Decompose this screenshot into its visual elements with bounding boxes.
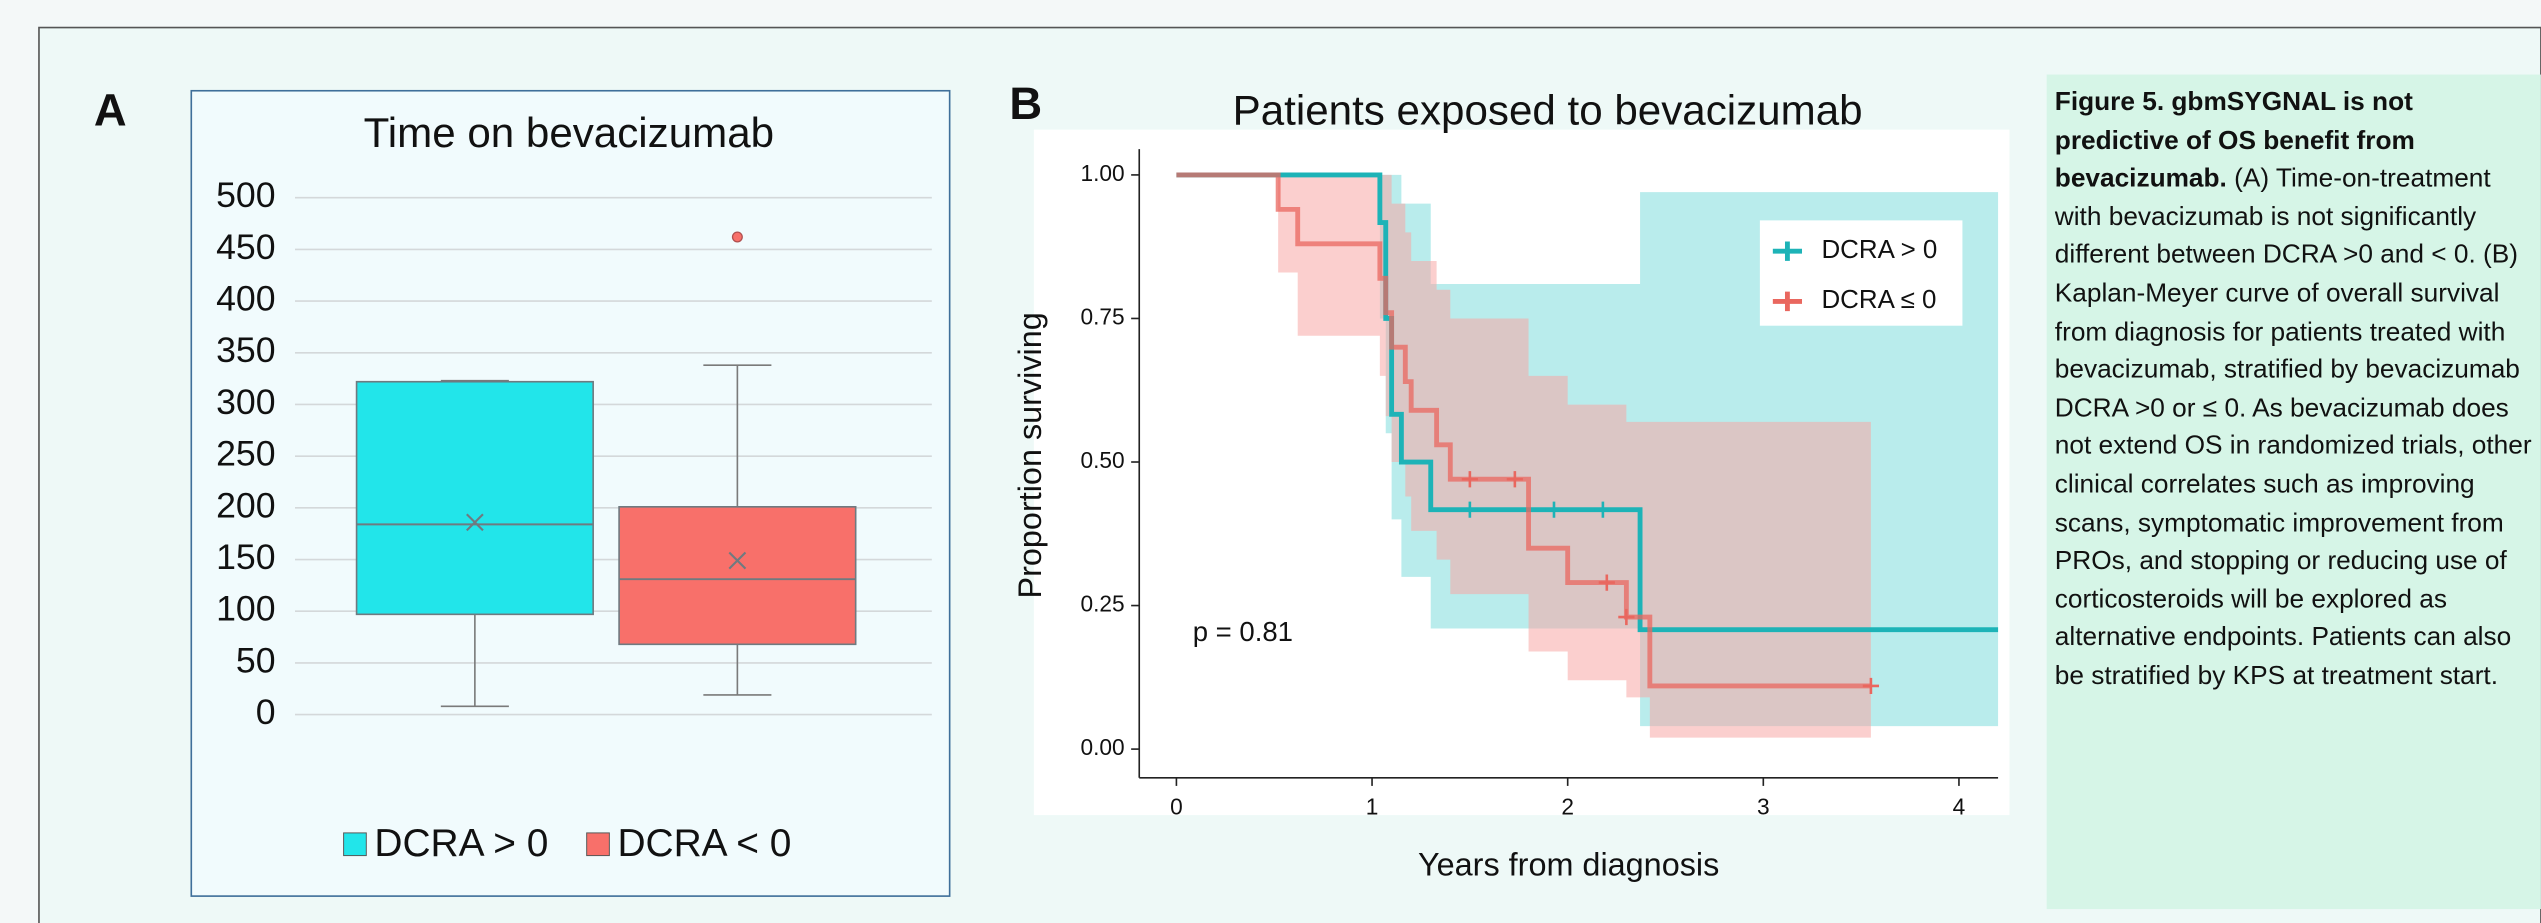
y-tick-label: 1.00 xyxy=(1081,160,1125,186)
outlier xyxy=(731,231,743,243)
box xyxy=(355,380,594,616)
box xyxy=(618,506,857,646)
y-tick-label: 100 xyxy=(216,589,275,629)
survival-curve xyxy=(1176,172,1871,689)
legend-key xyxy=(1772,241,1803,261)
legend-label: DCRA < 0 xyxy=(617,822,791,865)
censor-mark xyxy=(1594,501,1611,518)
censor-mark xyxy=(1461,501,1478,518)
y-tick-label: 500 xyxy=(216,175,275,215)
legend-box xyxy=(1759,220,1963,326)
mean-marker xyxy=(466,513,484,532)
mean-marker xyxy=(728,551,747,570)
y-tick-label: 0.50 xyxy=(1081,447,1125,473)
caption-area: Figure 5. gbmSYGNAL is not predictive of… xyxy=(2055,84,2541,696)
caption: Figure 5. gbmSYGNAL is not predictive of… xyxy=(2055,84,2541,696)
panel-label: A xyxy=(94,84,127,135)
y-tick-label: 0 xyxy=(256,692,276,732)
y-tick-label: 300 xyxy=(216,382,275,422)
legend-label: DCRA > 0 xyxy=(374,822,548,865)
x-tick-label: 2 xyxy=(1561,794,1574,820)
legend-swatch xyxy=(343,832,367,857)
censor-mark xyxy=(1618,608,1635,626)
y-tick-label: 250 xyxy=(216,434,275,474)
caption-bold: Figure 5. gbmSYGNAL is not predictive of… xyxy=(2054,87,2415,194)
chart-title: Patients exposed to bevacizumab xyxy=(1233,87,1863,134)
y-tick-label: 350 xyxy=(216,330,275,370)
legend-label: DCRA > 0 xyxy=(1821,236,1937,264)
x-tick-label: 4 xyxy=(1953,794,1966,820)
x-tick-label: 1 xyxy=(1366,794,1379,820)
censor-mark xyxy=(1545,501,1563,518)
y-tick-label: 0.75 xyxy=(1081,303,1125,329)
y-tick-label: 50 xyxy=(236,640,276,680)
x-tick-label: 0 xyxy=(1170,794,1183,820)
censor-mark xyxy=(1506,471,1523,488)
censor-mark xyxy=(1598,574,1615,591)
y-tick-label: 0.25 xyxy=(1081,591,1125,617)
censor-mark xyxy=(1862,677,1880,695)
legend-key xyxy=(1772,291,1803,312)
x-axis-label: Years from diagnosis xyxy=(1418,846,1719,882)
y-tick-label: 450 xyxy=(216,227,275,267)
y-tick-label: 150 xyxy=(216,537,275,577)
caption-background xyxy=(2046,74,2541,910)
y-tick-label: 0.00 xyxy=(1081,734,1125,760)
panel-label: B xyxy=(1009,78,1042,129)
censor-mark xyxy=(1461,471,1478,488)
legend-swatch xyxy=(586,832,610,857)
y-tick-label: 200 xyxy=(216,485,275,525)
legend-label: DCRA ≤ 0 xyxy=(1821,286,1936,314)
chart-title: Time on bevacizumab xyxy=(364,109,775,156)
caption-text: (A) Time-on-treatment with bevacizumab i… xyxy=(2054,163,2532,691)
y-axis-label: Proportion surviving xyxy=(1012,312,1048,598)
x-tick-label: 3 xyxy=(1757,794,1770,820)
annotation: p = 0.81 xyxy=(1193,616,1293,647)
y-tick-label: 400 xyxy=(216,278,275,318)
confidence-band xyxy=(1176,174,1871,738)
